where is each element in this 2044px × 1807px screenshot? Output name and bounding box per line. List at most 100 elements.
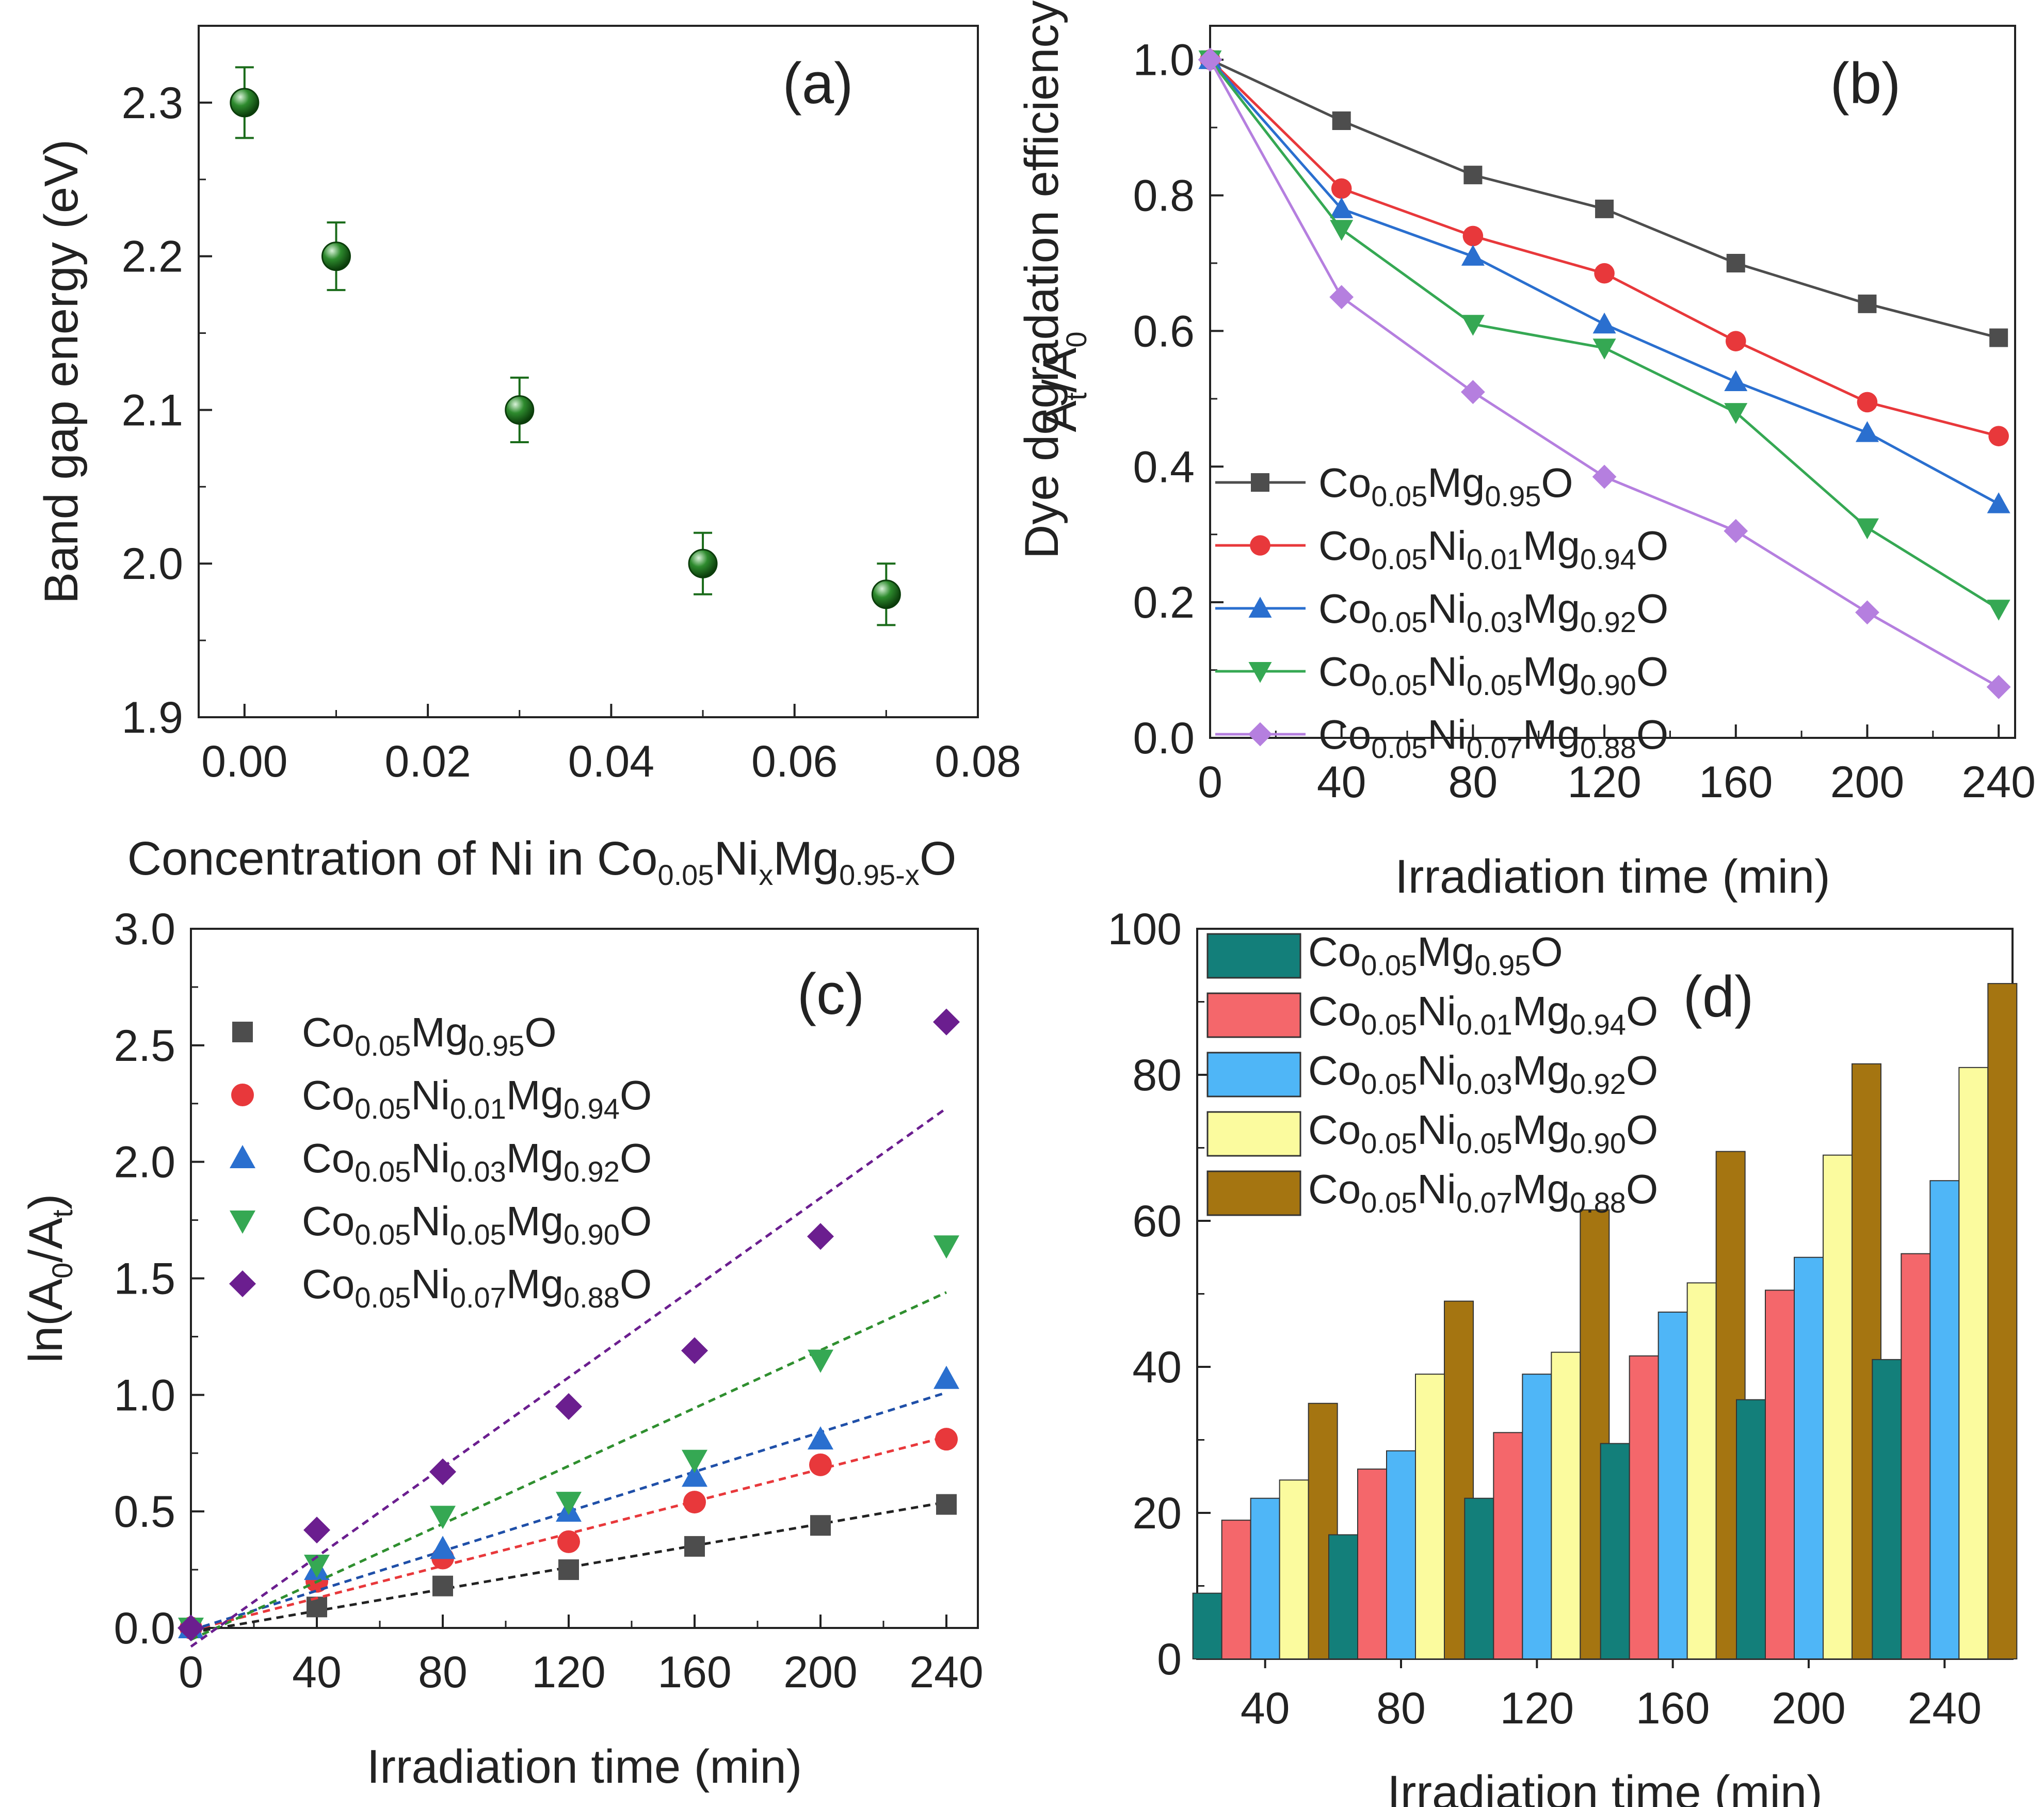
bar	[1629, 1355, 1659, 1659]
subscript-text: 0.05	[1361, 1127, 1417, 1159]
y-tick-label: 40	[1132, 1343, 1182, 1392]
y-tick-label: 2.0	[121, 539, 183, 589]
subscript-text: 0.05	[1371, 732, 1427, 764]
y-tick-label: 1.5	[114, 1254, 175, 1304]
y-axis-title-part: A	[1034, 400, 1086, 432]
y-tick-label: 1.0	[1133, 36, 1195, 85]
x-tick-label: 160	[1699, 757, 1773, 807]
panel-label: (b)	[1830, 51, 1901, 116]
bar	[1386, 1450, 1416, 1660]
label-text: Co	[302, 1261, 355, 1307]
x-tick-label: 0.08	[935, 737, 1021, 786]
label-text: O	[1626, 1166, 1658, 1212]
data-point	[1332, 111, 1351, 130]
label-text: Mg	[1512, 1047, 1570, 1093]
x-axis-title-part: Mg	[773, 832, 839, 885]
y-axis-title: Dye degradation efficiency (%)	[1016, 0, 1068, 559]
label-text: Mg	[1523, 712, 1580, 757]
legend-marker	[229, 1270, 256, 1297]
data-point	[682, 1449, 707, 1473]
x-axis-title-part: Concentration of Ni in Co	[127, 832, 658, 885]
subscript-text: 0.90	[564, 1218, 620, 1251]
y-tick-label: 0.5	[114, 1487, 175, 1537]
legend-label: Co0.05Ni0.07Mg0.88O	[302, 1261, 652, 1314]
bar	[1192, 1592, 1222, 1659]
data-point	[1594, 263, 1615, 284]
y-tick-label: 80	[1132, 1051, 1182, 1100]
panel-label: (d)	[1683, 964, 1754, 1029]
series-line	[1209, 58, 1999, 438]
data-point	[1724, 403, 1748, 424]
data-point	[178, 1615, 204, 1641]
subscript-text: 0.92	[1570, 1068, 1626, 1100]
subscript-text: 0.05	[1371, 543, 1427, 575]
y-axis-title-part: ln(A	[20, 1278, 72, 1363]
label-text: Co	[1308, 1047, 1361, 1093]
subscript-text: 0.05	[1361, 949, 1417, 981]
x-axis-title: Irradiation time (min)	[1395, 850, 1830, 903]
label-text: Co	[1308, 1166, 1361, 1212]
subscript-text: 0.95	[468, 1029, 524, 1062]
label-text: O	[1636, 712, 1668, 757]
legend-swatch	[1206, 1170, 1301, 1216]
y-tick-label: 0.2	[1133, 578, 1195, 627]
subscript-text: 0.94	[1570, 1008, 1626, 1041]
y-tick-label: 2.1	[121, 385, 183, 435]
data-point	[1857, 392, 1878, 413]
data-point	[684, 1536, 705, 1557]
data-point	[1330, 220, 1354, 241]
panel-c-scatter-kinetics: 0 40 80 120 160 200 240 0.0 0.5 1.0 1.5 2.0 2.5 3.0 ln…	[20, 905, 984, 1793]
label-text: Mg	[1523, 649, 1580, 695]
data-point	[933, 1008, 960, 1036]
data-point	[1987, 600, 2010, 621]
legend-label: Co0.05Ni0.05Mg0.90O	[302, 1198, 652, 1251]
y-tick-label: 100	[1108, 905, 1182, 954]
data-point	[230, 88, 260, 118]
legend-label: Co0.05Mg0.95O	[1308, 929, 1563, 981]
legend-label: Co0.05Ni0.03Mg0.92O	[302, 1135, 652, 1188]
label-text: O	[1626, 988, 1658, 1034]
fit-line	[190, 1291, 947, 1641]
panel-b-frame	[1209, 25, 2016, 739]
data-point	[303, 1516, 330, 1544]
subscript-text: 0.88	[1580, 732, 1636, 764]
bar	[1221, 1520, 1251, 1659]
subscript-text: 0.95	[1474, 949, 1531, 981]
y-tick-label: 0.0	[1133, 714, 1195, 763]
x-tick-label: 40	[292, 1648, 342, 1697]
data-point	[432, 1575, 453, 1596]
subscript-text: 0.88	[1570, 1186, 1626, 1219]
data-point	[1329, 285, 1354, 310]
data-point	[934, 1235, 959, 1259]
data-point	[1987, 492, 2010, 513]
x-tick-label: 40	[1317, 757, 1366, 807]
bar	[1736, 1399, 1766, 1660]
x-axis-title-part: x	[759, 859, 773, 891]
label-text: Co	[1318, 649, 1371, 695]
subscript-text: 0.03	[1456, 1068, 1512, 1100]
bar	[1493, 1432, 1523, 1660]
label-text: O	[620, 1261, 652, 1307]
label-text: O	[620, 1135, 652, 1181]
bar	[1958, 1067, 1989, 1660]
y-axis-title: ln(A0/At)	[20, 1194, 78, 1363]
label-text: Co	[1308, 1107, 1361, 1153]
legend-swatch	[1206, 933, 1301, 979]
x-axis-title: Irradiation time (min)	[1387, 1766, 1823, 1807]
bar	[1686, 1282, 1717, 1659]
label-text: Mg	[1523, 523, 1580, 569]
data-point	[1724, 519, 1748, 543]
legend-swatch	[1206, 1111, 1301, 1157]
subscript-text: 0.05	[1456, 1127, 1512, 1159]
data-point	[1592, 312, 1616, 334]
data-point	[1592, 338, 1616, 360]
bar	[1551, 1351, 1581, 1659]
data-point	[808, 1349, 833, 1373]
subscript-text: 0.94	[1580, 543, 1636, 575]
bar	[1929, 1180, 1960, 1660]
label-text: O	[1636, 649, 1668, 695]
x-tick-label: 200	[783, 1648, 858, 1697]
subscript-text: 0.05	[1371, 480, 1427, 512]
data-point	[1461, 315, 1485, 336]
y-tick-label: 0.6	[1133, 306, 1195, 356]
